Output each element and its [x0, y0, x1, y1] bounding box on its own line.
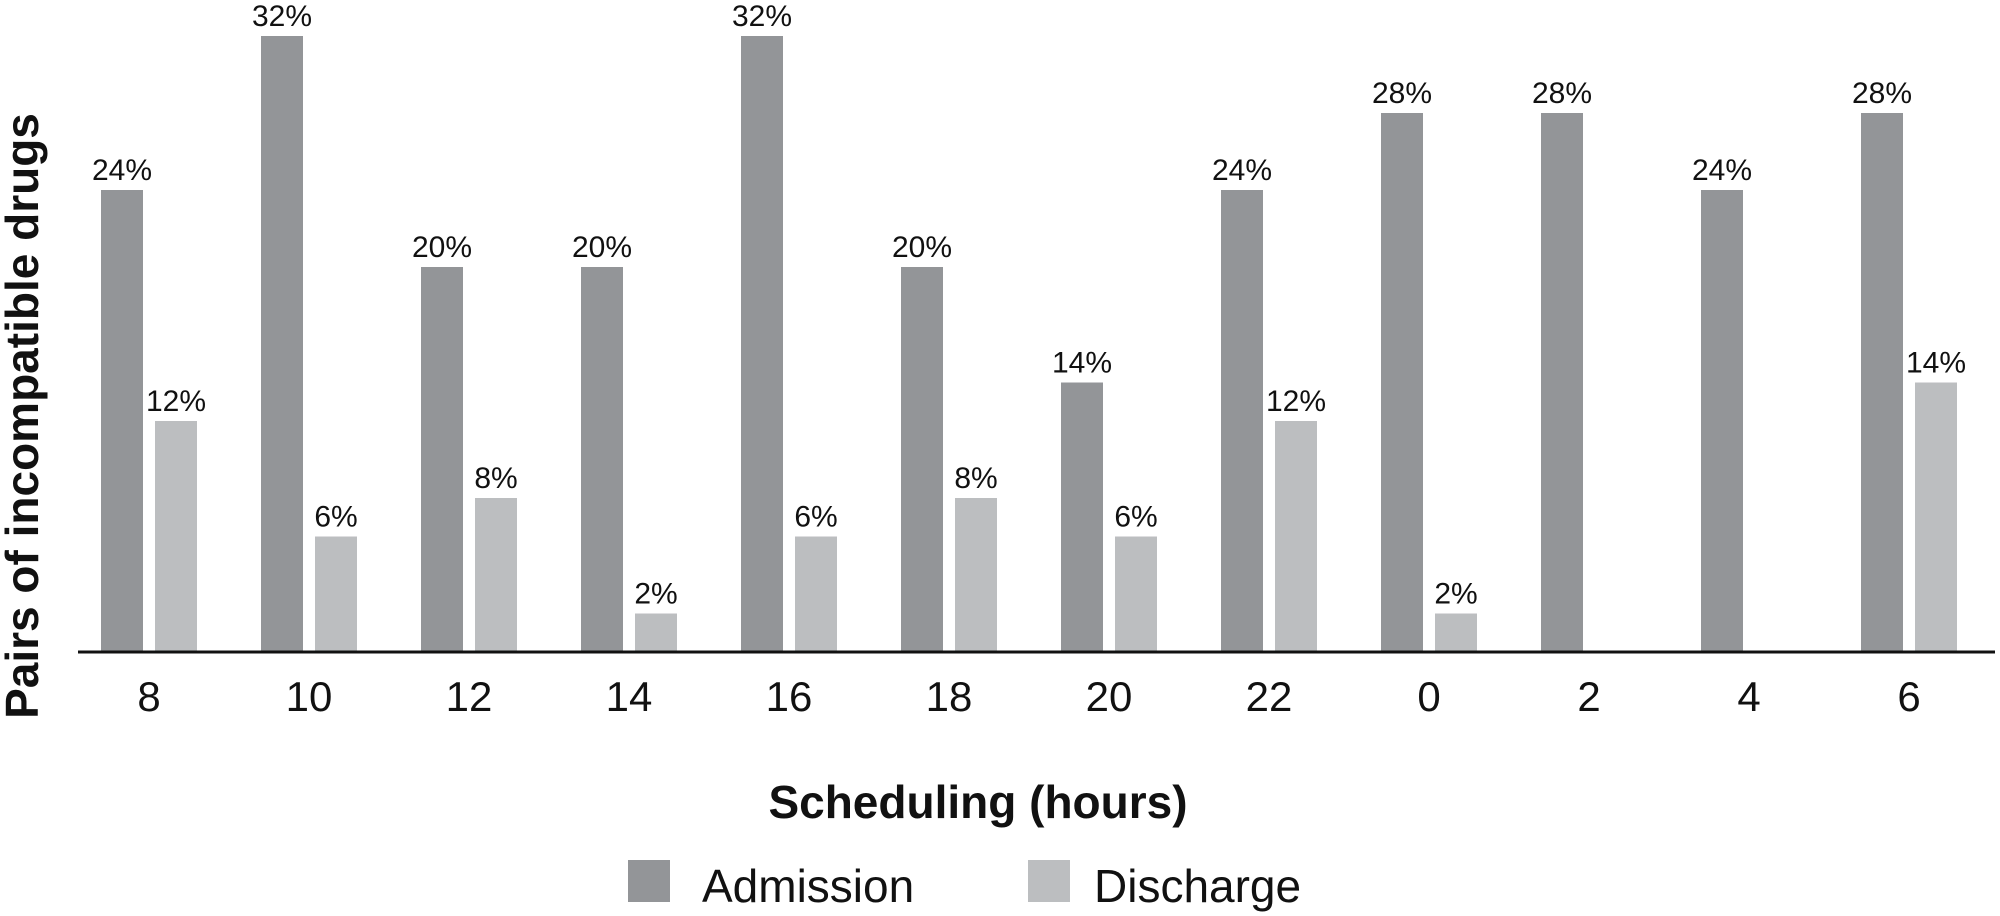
- data-label-admission: 20%: [412, 231, 472, 264]
- x-tick-label: 20: [1086, 673, 1133, 720]
- x-tick-label: 10: [286, 673, 333, 720]
- data-label-admission: 28%: [1372, 77, 1432, 110]
- bar-discharge: [795, 536, 837, 652]
- data-label-admission: 24%: [1692, 154, 1752, 187]
- x-tick-label: 6: [1897, 673, 1920, 720]
- bar-discharge: [635, 613, 677, 652]
- bar-discharge: [1115, 536, 1157, 652]
- bar-admission: [1061, 382, 1103, 652]
- bar-admission: [1381, 113, 1423, 652]
- x-tick-label: 2: [1577, 673, 1600, 720]
- x-axis-title: Scheduling (hours): [768, 776, 1187, 828]
- data-label-admission: 20%: [572, 231, 632, 264]
- legend-swatch-discharge: [1028, 860, 1070, 902]
- x-tick-label: 0: [1417, 673, 1440, 720]
- data-label-discharge: 2%: [634, 578, 677, 611]
- data-label-discharge: 6%: [1114, 501, 1157, 534]
- bar-admission: [1861, 113, 1903, 652]
- x-tick-label: 12: [446, 673, 493, 720]
- bar-admission: [1701, 190, 1743, 652]
- data-label-admission: 24%: [92, 154, 152, 187]
- x-tick-label: 22: [1246, 673, 1293, 720]
- legend: Admission Discharge: [628, 860, 1301, 912]
- x-tick-label: 16: [766, 673, 813, 720]
- data-label-discharge: 12%: [1266, 385, 1326, 418]
- bar-discharge: [1915, 382, 1957, 652]
- bar-admission: [421, 267, 463, 652]
- bar-discharge: [155, 421, 197, 652]
- data-labels-layer: 24% 12% 32% 6% 20% 8% 20% 2% 32% 6% 20% 8% 14% 6% 24% 1…: [92, 0, 1966, 611]
- x-tick-label: 4: [1737, 673, 1760, 720]
- bar-discharge: [475, 498, 517, 652]
- data-label-admission: 32%: [252, 0, 312, 33]
- data-label-discharge: 8%: [474, 462, 517, 495]
- data-label-admission: 20%: [892, 231, 952, 264]
- bar-admission: [901, 267, 943, 652]
- bar-admission: [1221, 190, 1263, 652]
- bar-admission: [261, 36, 303, 652]
- x-tick-labels: 8 10 12 14 16 18 20 22 0 2 4 6: [137, 673, 1920, 720]
- data-label-discharge: 2%: [1434, 578, 1477, 611]
- bar-admission: [101, 190, 143, 652]
- legend-label-admission: Admission: [702, 860, 914, 912]
- legend-label-discharge: Discharge: [1094, 860, 1301, 912]
- data-label-admission: 32%: [732, 0, 792, 33]
- data-label-admission: 24%: [1212, 154, 1272, 187]
- data-label-admission: 14%: [1052, 347, 1112, 380]
- y-axis-title: Pairs of incompatible drugs: [0, 113, 48, 719]
- bar-admission: [1541, 113, 1583, 652]
- bar-discharge: [955, 498, 997, 652]
- data-label-discharge: 6%: [314, 501, 357, 534]
- data-label-discharge: 14%: [1906, 347, 1966, 380]
- x-tick-label: 18: [926, 673, 973, 720]
- x-tick-label: 14: [606, 673, 653, 720]
- data-label-admission: 28%: [1852, 77, 1912, 110]
- bar-discharge: [1275, 421, 1317, 652]
- bar-discharge: [315, 536, 357, 652]
- x-tick-label: 8: [137, 673, 160, 720]
- data-label-discharge: 6%: [794, 501, 837, 534]
- data-label-discharge: 12%: [146, 385, 206, 418]
- data-label-discharge: 8%: [954, 462, 997, 495]
- bars-layer: [101, 36, 1957, 652]
- bar-admission: [741, 36, 783, 652]
- bar-admission: [581, 267, 623, 652]
- bar-discharge: [1435, 613, 1477, 652]
- data-label-admission: 28%: [1532, 77, 1592, 110]
- legend-swatch-admission: [628, 860, 670, 902]
